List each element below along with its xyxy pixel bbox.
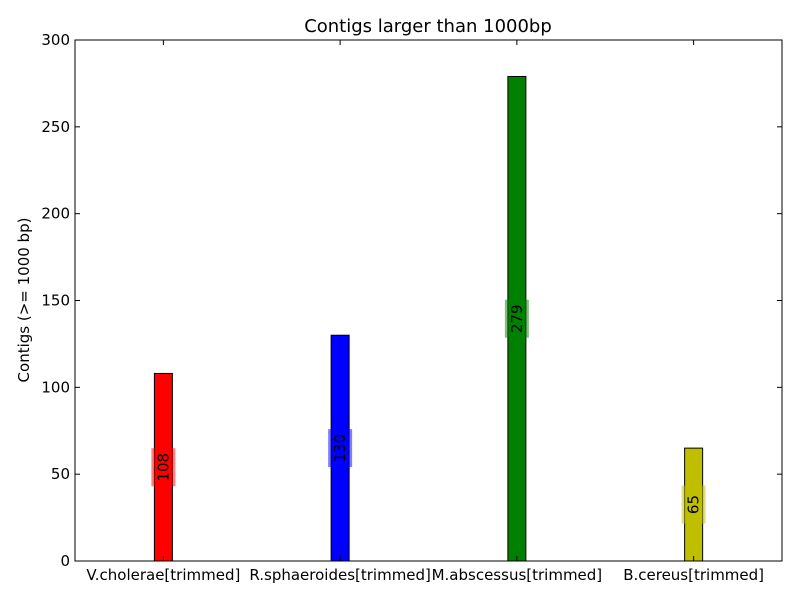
value-label: 130 xyxy=(331,434,349,463)
bars-layer xyxy=(153,75,704,562)
value-label-box xyxy=(151,448,176,487)
x-tick-label: R.sphaeroides[trimmed] xyxy=(249,566,431,584)
value-label-box xyxy=(504,299,529,338)
value-label: 279 xyxy=(508,304,526,333)
y-axis-label: Contigs (>= 1000 bp) xyxy=(15,218,33,383)
axis-ticks-layer: V.cholerae[trimmed] R.sphaeroides[trimmed… xyxy=(41,31,782,584)
value-label-box xyxy=(681,485,706,524)
value-label: 65 xyxy=(685,495,703,514)
x-tick-label: B.cereus[trimmed] xyxy=(623,566,764,584)
y-tick-label: 200 xyxy=(41,205,70,223)
y-tick-label: 100 xyxy=(41,378,70,396)
x-tick-label: V.cholerae[trimmed] xyxy=(86,566,240,584)
y-tick-label: 0 xyxy=(60,552,70,570)
y-tick-label: 50 xyxy=(51,465,70,483)
plot-frame xyxy=(74,39,783,562)
y-tick-label: 300 xyxy=(41,31,70,49)
y-tick-label: 150 xyxy=(41,292,70,310)
value-label: 108 xyxy=(154,453,172,482)
value-label-box xyxy=(328,429,353,468)
chart-title: Contigs larger than 1000bp xyxy=(304,16,552,37)
y-tick-label: 250 xyxy=(41,118,70,136)
x-tick-label: M.abscessus[trimmed] xyxy=(432,566,603,584)
value-labels-layer: 108 130 279 65 xyxy=(151,299,706,524)
